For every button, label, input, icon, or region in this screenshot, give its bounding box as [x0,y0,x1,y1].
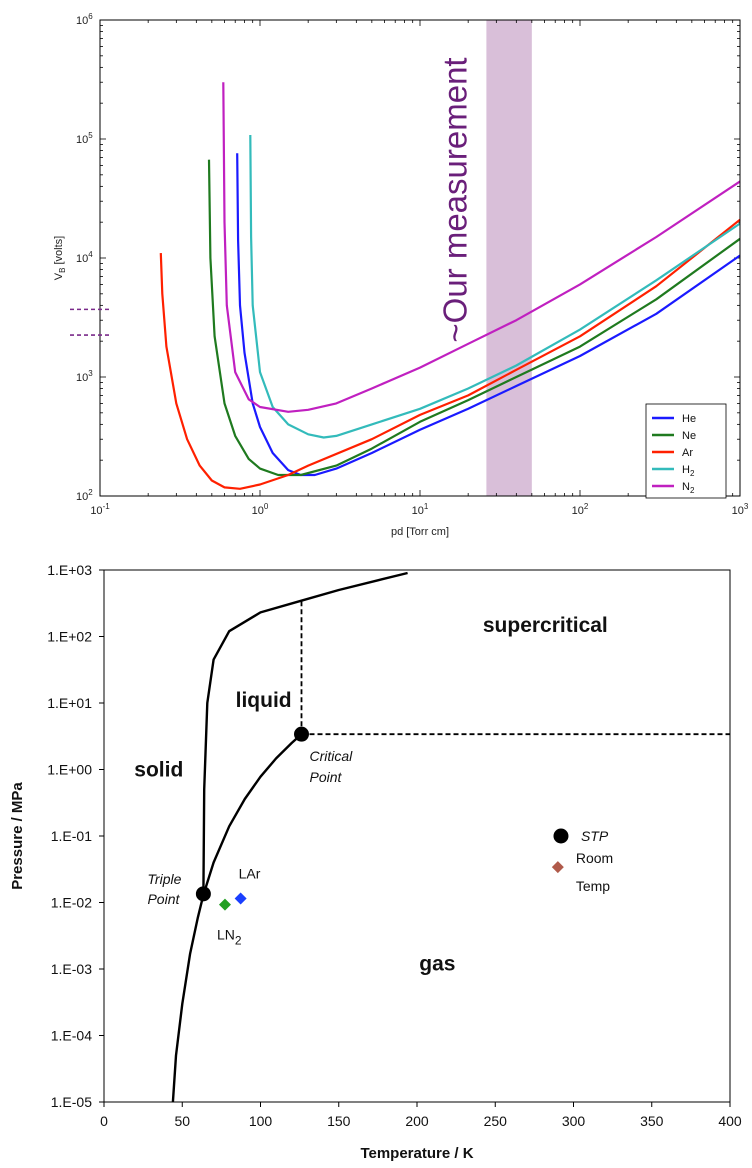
y-tick-label: 1.E-02 [51,895,92,911]
y-tick-label: 104 [76,250,93,265]
point-critical-point [294,726,310,742]
bottom-x-axis-label: Temperature / K [360,1145,473,1162]
point-room-temp [551,861,564,874]
top-plot-frame [99,19,741,497]
stp-label: STP [581,828,609,844]
x-tick-label: 102 [572,502,589,517]
y-tick-label: 1.E-01 [51,828,92,844]
x-tick-label: 300 [562,1113,586,1129]
series-line-h2 [249,134,741,439]
x-tick-label: 100 [249,1113,273,1129]
x-tick-label: 250 [484,1113,508,1129]
y-tick-label: 1.E+03 [47,562,92,578]
series-line-ar [159,218,741,490]
point-lar [234,892,247,905]
x-tick-label: 100 [252,502,269,517]
y-tick-label: 1.E+00 [47,762,92,778]
vaporization-curve [202,733,303,896]
measurement-band [486,20,532,496]
x-tick-label: 350 [640,1113,664,1129]
triple-point-label: Triple [147,871,181,887]
region-label-solid: solid [134,759,183,782]
x-tick-label: 200 [405,1113,429,1129]
x-tick-label: 150 [327,1113,351,1129]
bottom-axis-ticks: 0 50 100 150 200 250 300 350 400 1.E+03 1.E+02 1.E+… [47,562,742,1129]
critical-point-label: Point [310,769,343,785]
phase-boundary-curves [171,571,730,1103]
measurement-band-label: ~Our measurement [436,57,473,342]
melting-curve [202,571,408,895]
y-tick-label: 1.E-05 [51,1094,92,1110]
y-tick-label: 1.E-03 [51,961,92,977]
series-line-n2 [222,82,741,413]
region-label-gas: gas [419,953,455,976]
ln2-label: LN2 [217,927,242,948]
y-tick-label: 103 [76,369,93,384]
series-line-he [236,153,741,477]
critical-point-label: Critical [310,748,354,764]
y-tick-label: 105 [76,131,93,146]
point-ln2 [218,898,231,911]
room-temp-label: Temp [576,878,610,894]
legend-label-ne: Ne [682,430,696,442]
region-label-liquid: liquid [236,689,292,712]
x-tick-label: 10-1 [90,502,110,517]
sublimation-curve [171,894,205,1103]
legend-label-ar: Ar [682,447,693,459]
point-triple-point [195,886,211,902]
y-tick-label: 106 [76,12,93,27]
top-legend: He Ne Ar H2 N2 [645,403,727,499]
y-tick-label: 1.E+01 [47,695,92,711]
phase-region-labels: solid liquid supercritical gas [134,614,608,976]
y-tick-label: 102 [76,488,93,503]
x-tick-label: 103 [732,502,749,517]
legend-label-n2: N2 [682,481,695,495]
room-temp-label: Room [576,850,613,866]
breakdown-voltage-chart: 10-1 100 101 102 103 102 103 104 105 106 ~Our mea… [53,12,749,538]
triple-point-label: Point [147,891,180,907]
top-y-axis-label: VB[volts] [53,236,67,280]
x-tick-label: 400 [718,1113,742,1129]
x-tick-label: 0 [100,1113,108,1129]
series-line-ne [207,159,741,477]
bottom-y-axis-label: Pressure / MPa [9,782,26,890]
x-tick-label: 50 [174,1113,190,1129]
phase-diagram-chart: 0 50 100 150 200 250 300 350 400 1.E+03 1.E+02 1.E+… [9,562,742,1162]
x-tick-label: 101 [412,502,429,517]
bottom-plot-frame [103,569,731,1103]
top-axis-ticks: 10-1 100 101 102 103 102 103 104 105 106 [76,12,749,517]
point-stp [553,828,569,844]
top-x-axis-label: pd [Torr cm] [391,526,449,538]
legend-label-h2: H2 [682,464,695,478]
phase-points: Triple Point Critical Point STP LAr LN2 Room Tem… [147,726,613,948]
top-series-curves [159,82,741,490]
voltage-markers [70,308,110,336]
y-tick-label: 1.E-04 [51,1028,92,1044]
legend-label-he: He [682,413,696,425]
region-label-supercritical: supercritical [483,614,608,637]
lar-label: LAr [239,865,261,881]
y-tick-label: 1.E+02 [47,629,92,645]
